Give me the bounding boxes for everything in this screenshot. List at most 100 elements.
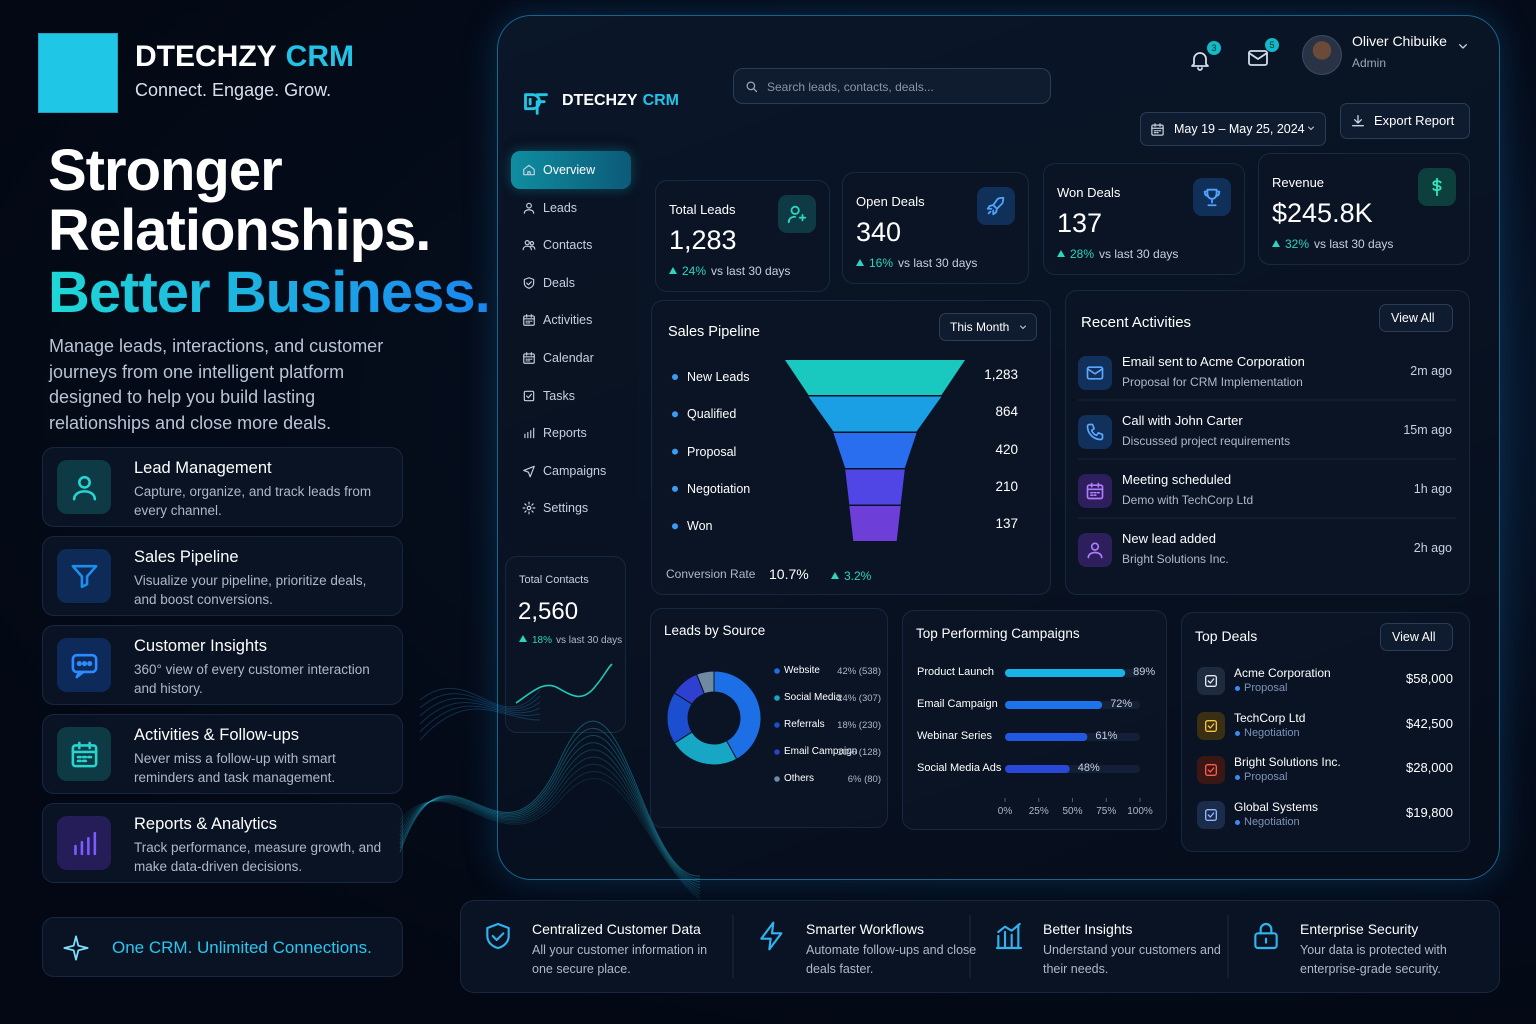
hero-description: Manage leads, interactions, and customer… bbox=[49, 336, 384, 433]
icon-part bbox=[790, 205, 800, 215]
export-button[interactable] bbox=[1340, 103, 1470, 139]
legend-value: 10% (128) bbox=[837, 747, 881, 758]
avatar[interactable] bbox=[1302, 35, 1342, 75]
nav-item[interactable]: Leads bbox=[511, 189, 631, 227]
dash-brand-product: CRM bbox=[642, 92, 679, 109]
view-all-button[interactable] bbox=[1380, 623, 1453, 651]
icon-part bbox=[1205, 808, 1217, 821]
notification-badge: 3 bbox=[1207, 41, 1221, 55]
benefit-text: Automate follow-ups and close deals fast… bbox=[806, 943, 977, 976]
dash-brand: DTECHZY CRM bbox=[562, 92, 679, 110]
legend-value: 24% (307) bbox=[837, 693, 881, 704]
icon-part bbox=[63, 935, 89, 961]
activity-icon bbox=[1078, 474, 1112, 508]
up-arrow bbox=[856, 259, 864, 266]
nav-item[interactable]: Settings bbox=[511, 489, 631, 527]
icon-part bbox=[523, 315, 535, 327]
x-tick-label: 75% bbox=[1096, 806, 1117, 817]
campaign-label: Social Media Ads bbox=[917, 762, 1002, 774]
legend-value: 42% (538) bbox=[837, 666, 881, 677]
icon-part bbox=[491, 932, 505, 942]
kpi-icon bbox=[1193, 178, 1231, 216]
nav-item[interactable]: Contacts bbox=[511, 226, 631, 264]
activity-detail: Demo with TechCorp Ltd bbox=[1122, 493, 1254, 507]
nav-label: Reports bbox=[543, 426, 587, 441]
icon-part bbox=[1308, 126, 1314, 130]
icon-part bbox=[986, 196, 1005, 216]
icon-part bbox=[523, 276, 535, 289]
icon-part bbox=[524, 240, 530, 246]
icon-part bbox=[1151, 123, 1164, 136]
benefits-strip bbox=[460, 900, 1500, 993]
icon-part bbox=[1205, 764, 1217, 776]
x-tick-label: 50% bbox=[1062, 806, 1083, 817]
deal-logo bbox=[1197, 667, 1225, 695]
icon-part bbox=[73, 831, 96, 855]
benefit-icon bbox=[993, 920, 1025, 952]
hero-line: Stronger bbox=[48, 138, 283, 203]
view-all-button[interactable] bbox=[1379, 304, 1453, 332]
deal-amount: $42,500 bbox=[1406, 715, 1453, 731]
icon-part bbox=[526, 202, 532, 209]
icon-part bbox=[529, 241, 535, 246]
activity-time: 2h ago bbox=[1413, 541, 1452, 555]
logo-box bbox=[38, 33, 118, 113]
icon-part bbox=[86, 660, 92, 666]
user-name: Oliver Chibuike bbox=[1352, 33, 1447, 49]
benefit-icon bbox=[482, 920, 514, 952]
nav-item[interactable]: Campaigns bbox=[511, 452, 631, 490]
icon-part bbox=[526, 393, 532, 398]
icon-part bbox=[1086, 366, 1104, 380]
activity-title: Email sent to Acme Corporation bbox=[1122, 354, 1305, 369]
date-button[interactable] bbox=[1140, 112, 1326, 146]
search-placeholder: Search leads, contacts, deals... bbox=[767, 80, 934, 94]
feature-title: Activities & Follow-ups bbox=[134, 726, 300, 744]
nav-item[interactable]: Reports bbox=[511, 414, 631, 452]
icon-part bbox=[523, 314, 535, 324]
nav-label: Contacts bbox=[543, 238, 593, 253]
nav-item[interactable]: Tasks bbox=[511, 377, 631, 415]
up-arrow bbox=[669, 267, 677, 274]
filter-button[interactable] bbox=[939, 313, 1037, 341]
benefit-icon bbox=[1250, 920, 1282, 952]
icon-part bbox=[995, 922, 1023, 950]
feature-title: Customer Insights bbox=[134, 637, 267, 655]
nav-item[interactable]: Deals bbox=[511, 264, 631, 302]
icon-part bbox=[522, 201, 536, 220]
change-period: vs last 30 days bbox=[711, 264, 791, 278]
icon-part bbox=[1086, 366, 1104, 380]
mail-icon[interactable] bbox=[1246, 46, 1270, 70]
activity-icon bbox=[1078, 415, 1112, 449]
icon-part bbox=[522, 501, 536, 520]
activity-title: Meeting scheduled bbox=[1122, 472, 1232, 487]
icon-part bbox=[71, 653, 97, 678]
icon-part bbox=[1203, 188, 1221, 207]
bell-icon[interactable] bbox=[1188, 48, 1212, 72]
nav-item[interactable]: Activities bbox=[511, 301, 631, 339]
icon-part bbox=[1432, 177, 1442, 197]
benefit-title: Better Insights bbox=[1043, 921, 1133, 937]
search-box[interactable] bbox=[733, 68, 1051, 104]
icon-part bbox=[1432, 177, 1442, 197]
nav-item[interactable]: Calendar bbox=[511, 339, 631, 377]
icon-part bbox=[1254, 923, 1278, 950]
kpi-value: 340 bbox=[856, 217, 902, 247]
panel-title: Recent Activities bbox=[1081, 314, 1192, 331]
nav-item[interactable]: Overview bbox=[511, 151, 631, 189]
activity-time: 15m ago bbox=[1403, 423, 1452, 437]
deal-logo bbox=[1197, 756, 1225, 784]
nav-label: Leads bbox=[543, 200, 578, 215]
activity-detail: Proposal for CRM Implementation bbox=[1122, 375, 1303, 389]
deal-company: Bright Solutions Inc. bbox=[1234, 755, 1341, 769]
icon-part bbox=[522, 351, 536, 370]
campaign-value: 61% bbox=[1095, 730, 1118, 742]
benefit-text: All your customer information in one sec… bbox=[532, 943, 708, 976]
feature-icon bbox=[57, 816, 111, 870]
icon-part bbox=[1203, 188, 1221, 207]
deal-logo bbox=[1197, 711, 1225, 740]
icon-part bbox=[1459, 44, 1467, 49]
icon-part bbox=[523, 390, 535, 401]
nav-label: Settings bbox=[543, 501, 589, 516]
icon-part bbox=[1205, 719, 1217, 732]
change-period: vs last 30 days bbox=[1099, 247, 1179, 261]
